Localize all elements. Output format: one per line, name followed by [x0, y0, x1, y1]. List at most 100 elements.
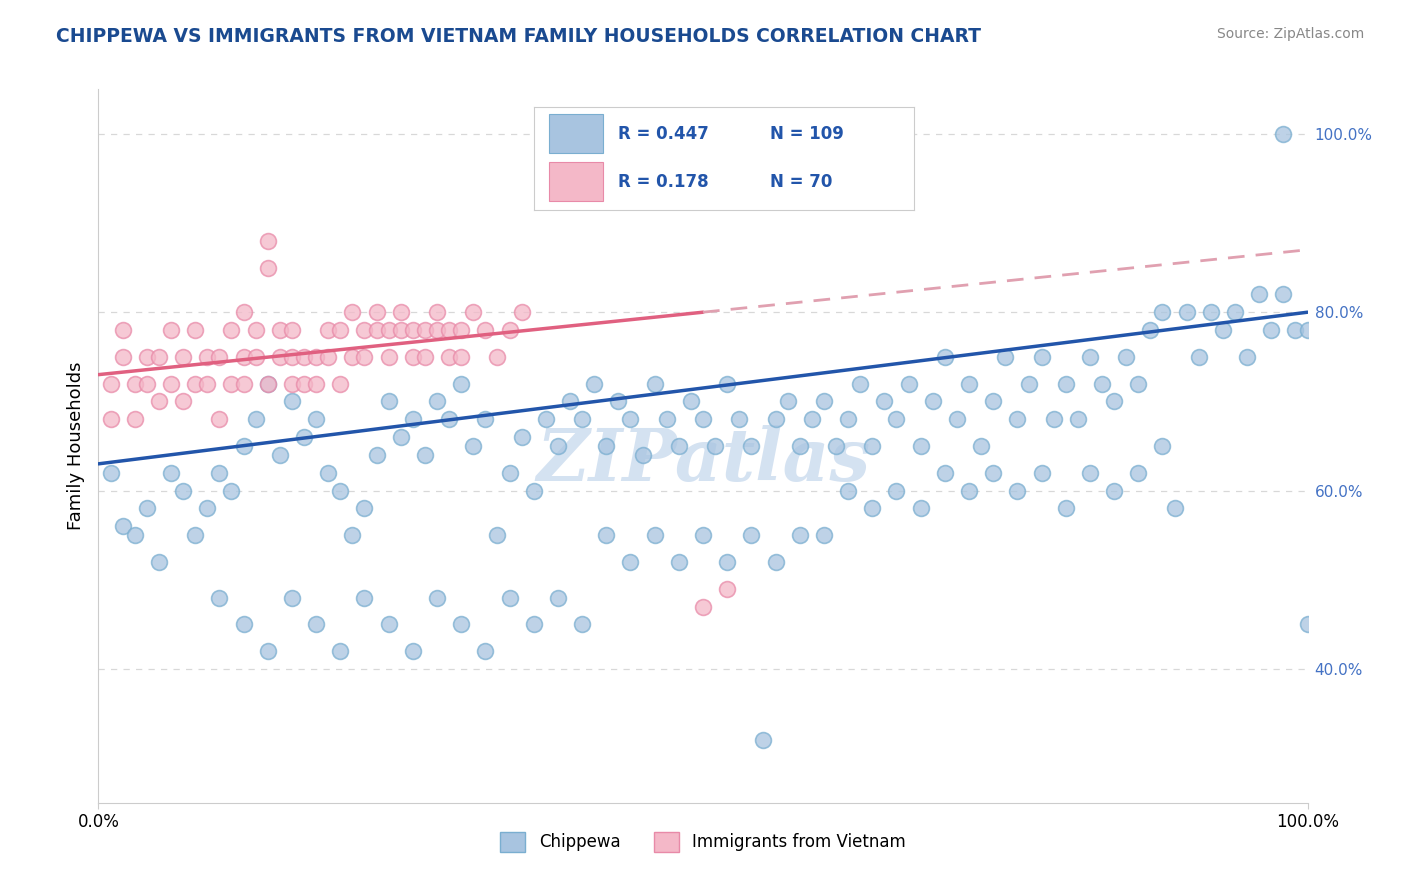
Point	[813, 394, 835, 409]
Point	[195, 501, 218, 516]
Point	[1128, 466, 1150, 480]
Point	[523, 483, 546, 498]
Point	[1115, 350, 1137, 364]
Point	[124, 376, 146, 391]
Point	[329, 483, 352, 498]
Legend: Chippewa, Immigrants from Vietnam: Chippewa, Immigrants from Vietnam	[494, 825, 912, 859]
Point	[437, 323, 460, 337]
Point	[135, 350, 157, 364]
Point	[800, 412, 823, 426]
Point	[957, 483, 980, 498]
Point	[148, 555, 170, 569]
Point	[402, 412, 425, 426]
Point	[1175, 305, 1198, 319]
Point	[679, 394, 702, 409]
Point	[1272, 287, 1295, 301]
Point	[184, 376, 207, 391]
Point	[292, 350, 315, 364]
Point	[269, 448, 291, 462]
Point	[256, 376, 278, 391]
Point	[692, 528, 714, 542]
Point	[305, 376, 328, 391]
Point	[305, 617, 328, 632]
Point	[1042, 412, 1064, 426]
Point	[1296, 617, 1319, 632]
Point	[256, 644, 278, 658]
Point	[208, 412, 231, 426]
Point	[426, 591, 449, 605]
Point	[377, 617, 399, 632]
Point	[377, 323, 399, 337]
Point	[595, 439, 617, 453]
Point	[474, 412, 496, 426]
Point	[934, 350, 956, 364]
Point	[558, 394, 581, 409]
Point	[692, 412, 714, 426]
Point	[195, 350, 218, 364]
Point	[498, 591, 520, 605]
Point	[789, 439, 811, 453]
Point	[668, 555, 690, 569]
Point	[486, 528, 509, 542]
Point	[1152, 439, 1174, 453]
Point	[353, 350, 375, 364]
Point	[148, 394, 170, 409]
Point	[897, 376, 920, 391]
Point	[921, 394, 943, 409]
Point	[100, 376, 122, 391]
Point	[232, 439, 254, 453]
Point	[1139, 323, 1161, 337]
Point	[1007, 483, 1029, 498]
Point	[1054, 376, 1077, 391]
Point	[1272, 127, 1295, 141]
Point	[316, 466, 339, 480]
Point	[316, 323, 339, 337]
Point	[981, 466, 1004, 480]
Text: ZIPatlas: ZIPatlas	[536, 425, 870, 496]
Point	[765, 412, 787, 426]
Point	[329, 376, 352, 391]
Text: N = 70: N = 70	[769, 173, 832, 191]
Point	[124, 528, 146, 542]
Point	[644, 376, 666, 391]
Point	[292, 430, 315, 444]
Point	[426, 305, 449, 319]
Point	[402, 644, 425, 658]
Point	[619, 555, 641, 569]
Point	[1199, 305, 1222, 319]
Point	[1031, 350, 1053, 364]
Point	[111, 519, 134, 533]
Point	[957, 376, 980, 391]
Point	[583, 376, 606, 391]
Point	[413, 350, 436, 364]
Point	[329, 323, 352, 337]
Point	[1078, 466, 1101, 480]
Point	[232, 305, 254, 319]
Point	[789, 528, 811, 542]
Point	[1152, 305, 1174, 319]
Point	[232, 376, 254, 391]
Point	[825, 439, 848, 453]
Point	[571, 617, 593, 632]
Point	[135, 501, 157, 516]
Point	[837, 412, 859, 426]
Point	[281, 350, 304, 364]
Point	[160, 466, 183, 480]
Point	[837, 483, 859, 498]
Point	[269, 323, 291, 337]
Point	[353, 591, 375, 605]
Bar	[550, 114, 603, 153]
Point	[172, 350, 194, 364]
Point	[765, 555, 787, 569]
Point	[849, 376, 872, 391]
Point	[426, 323, 449, 337]
Point	[934, 466, 956, 480]
Point	[1188, 350, 1211, 364]
Point	[100, 412, 122, 426]
Point	[342, 305, 364, 319]
Point	[184, 323, 207, 337]
Point	[886, 483, 908, 498]
Point	[450, 376, 472, 391]
Point	[1236, 350, 1258, 364]
Point	[716, 376, 738, 391]
